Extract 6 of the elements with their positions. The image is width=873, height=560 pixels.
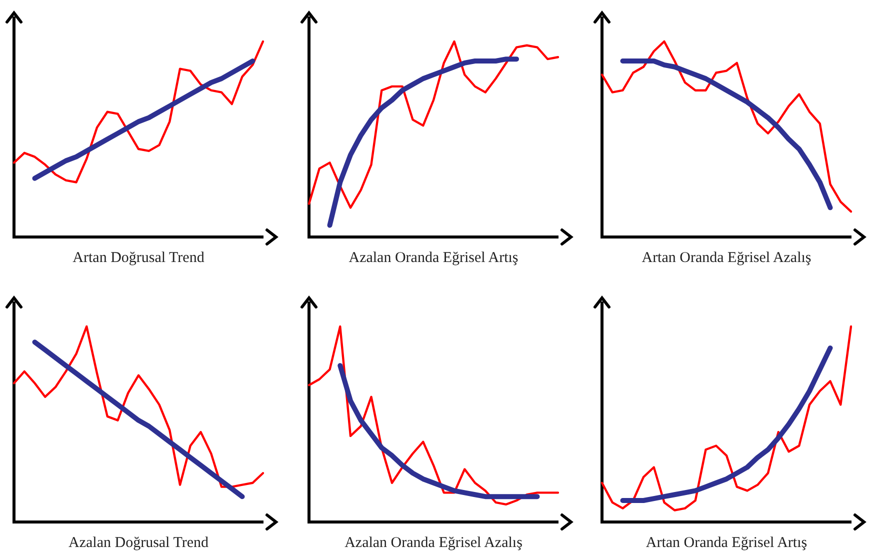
x-axis-title: Artan Oranda Eğrisel Azalış — [642, 250, 812, 266]
x-axis-title: Azalan Oranda Eğrisel Artış — [348, 250, 518, 266]
x-axis-title: Artan Doğrusal Trend — [72, 250, 205, 266]
x-axis-title: Artan Oranda Eğrisel Artış — [646, 534, 808, 551]
x-axis-title: Azalan Oranda Eğrisel Azalış — [344, 534, 523, 551]
x-axis-title: Azalan Doğrusal Trend — [68, 534, 209, 551]
